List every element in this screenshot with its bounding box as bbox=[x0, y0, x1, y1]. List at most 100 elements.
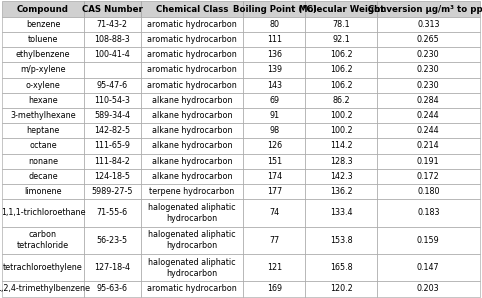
Text: alkane hydrocarbon: alkane hydrocarbon bbox=[152, 126, 232, 135]
Bar bbox=[2, 62, 83, 77]
Text: 100.2: 100.2 bbox=[330, 126, 352, 135]
Text: o-xylene: o-xylene bbox=[26, 81, 60, 90]
Bar bbox=[377, 1, 480, 17]
Text: 0.230: 0.230 bbox=[417, 66, 440, 74]
Text: 91: 91 bbox=[269, 111, 280, 120]
Bar bbox=[377, 281, 480, 297]
Text: Conversion μg/m³ to ppb: Conversion μg/m³ to ppb bbox=[368, 4, 482, 14]
Text: 133.4: 133.4 bbox=[330, 208, 352, 217]
Text: 0.180: 0.180 bbox=[417, 187, 440, 196]
Text: 589-34-4: 589-34-4 bbox=[94, 111, 130, 120]
Bar bbox=[2, 184, 83, 199]
Bar bbox=[377, 17, 480, 32]
Text: 106.2: 106.2 bbox=[330, 66, 352, 74]
Bar bbox=[83, 184, 141, 199]
Text: 127-18-4: 127-18-4 bbox=[94, 263, 130, 272]
Text: aromatic hydrocarbon: aromatic hydrocarbon bbox=[147, 35, 237, 44]
Bar bbox=[243, 153, 306, 169]
Text: 100-41-4: 100-41-4 bbox=[94, 50, 130, 59]
Bar bbox=[83, 32, 141, 47]
Text: halogenated aliphatic
hydrocarbon: halogenated aliphatic hydrocarbon bbox=[148, 203, 236, 223]
Bar bbox=[243, 108, 306, 123]
Bar bbox=[243, 226, 306, 254]
Text: alkane hydrocarbon: alkane hydrocarbon bbox=[152, 172, 232, 181]
Text: 78.1: 78.1 bbox=[333, 20, 350, 29]
Text: 95-47-6: 95-47-6 bbox=[96, 81, 128, 90]
Bar bbox=[141, 17, 243, 32]
Text: Molecular Weight: Molecular Weight bbox=[298, 4, 384, 14]
Bar bbox=[141, 199, 243, 226]
Bar bbox=[83, 199, 141, 226]
Text: 0.147: 0.147 bbox=[417, 263, 440, 272]
Text: 124-18-5: 124-18-5 bbox=[94, 172, 130, 181]
Text: limonene: limonene bbox=[24, 187, 62, 196]
Text: 0.214: 0.214 bbox=[417, 142, 440, 150]
Bar bbox=[141, 62, 243, 77]
Bar bbox=[141, 77, 243, 93]
Bar bbox=[306, 123, 377, 138]
Text: 114.2: 114.2 bbox=[330, 142, 352, 150]
Bar bbox=[243, 281, 306, 297]
Text: alkane hydrocarbon: alkane hydrocarbon bbox=[152, 111, 232, 120]
Text: 126: 126 bbox=[267, 142, 282, 150]
Bar bbox=[306, 1, 377, 17]
Text: 0.191: 0.191 bbox=[417, 157, 440, 166]
Text: 169: 169 bbox=[267, 284, 282, 294]
Bar bbox=[141, 184, 243, 199]
Text: alkane hydrocarbon: alkane hydrocarbon bbox=[152, 96, 232, 105]
Text: 0.172: 0.172 bbox=[417, 172, 440, 181]
Text: nonane: nonane bbox=[28, 157, 58, 166]
Text: benzene: benzene bbox=[26, 20, 60, 29]
Text: ethylbenzene: ethylbenzene bbox=[16, 50, 70, 59]
Text: decane: decane bbox=[28, 172, 58, 181]
Bar bbox=[2, 47, 83, 62]
Bar bbox=[2, 108, 83, 123]
Bar bbox=[2, 254, 83, 281]
Text: 128.3: 128.3 bbox=[330, 157, 352, 166]
Bar bbox=[2, 32, 83, 47]
Text: 111-84-2: 111-84-2 bbox=[94, 157, 130, 166]
Bar bbox=[141, 254, 243, 281]
Bar bbox=[306, 153, 377, 169]
Text: 92.1: 92.1 bbox=[332, 35, 350, 44]
Text: 0.244: 0.244 bbox=[417, 111, 440, 120]
Text: aromatic hydrocarbon: aromatic hydrocarbon bbox=[147, 66, 237, 74]
Text: 0.230: 0.230 bbox=[417, 81, 440, 90]
Bar bbox=[83, 153, 141, 169]
Bar bbox=[243, 77, 306, 93]
Bar bbox=[377, 62, 480, 77]
Text: m/p-xylene: m/p-xylene bbox=[20, 66, 66, 74]
Text: 0.230: 0.230 bbox=[417, 50, 440, 59]
Bar bbox=[306, 47, 377, 62]
Bar bbox=[243, 32, 306, 47]
Bar bbox=[306, 32, 377, 47]
Bar bbox=[141, 1, 243, 17]
Bar bbox=[141, 123, 243, 138]
Text: alkane hydrocarbon: alkane hydrocarbon bbox=[152, 157, 232, 166]
Text: 98: 98 bbox=[269, 126, 280, 135]
Bar bbox=[243, 93, 306, 108]
Bar bbox=[306, 108, 377, 123]
Bar bbox=[377, 47, 480, 62]
Bar bbox=[243, 62, 306, 77]
Bar bbox=[83, 169, 141, 184]
Text: 0.203: 0.203 bbox=[417, 284, 440, 294]
Text: 120.2: 120.2 bbox=[330, 284, 352, 294]
Bar bbox=[306, 138, 377, 153]
Bar bbox=[141, 281, 243, 297]
Text: 1,2,4-trimethylbenzene: 1,2,4-trimethylbenzene bbox=[0, 284, 90, 294]
Bar bbox=[377, 138, 480, 153]
Text: heptane: heptane bbox=[27, 126, 60, 135]
Bar bbox=[306, 169, 377, 184]
Bar bbox=[83, 138, 141, 153]
Text: octane: octane bbox=[29, 142, 57, 150]
Bar bbox=[377, 153, 480, 169]
Text: 121: 121 bbox=[267, 263, 282, 272]
Text: 0.284: 0.284 bbox=[417, 96, 440, 105]
Text: 142-82-5: 142-82-5 bbox=[94, 126, 130, 135]
Text: 1,1,1-trichloroethane: 1,1,1-trichloroethane bbox=[0, 208, 85, 217]
Bar bbox=[83, 123, 141, 138]
Text: hexane: hexane bbox=[28, 96, 58, 105]
Bar bbox=[141, 47, 243, 62]
Bar bbox=[83, 1, 141, 17]
